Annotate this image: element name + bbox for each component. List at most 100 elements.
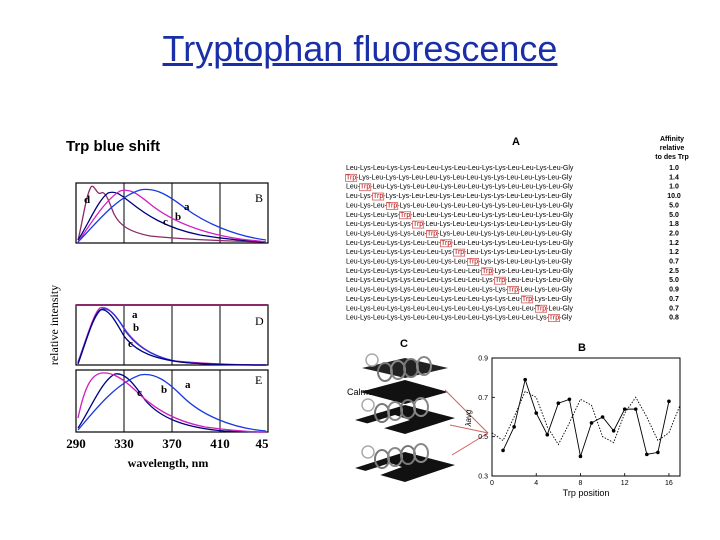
trp-highlight [507, 286, 520, 294]
chart-point [545, 432, 550, 437]
table-a-header-1: Affinity [660, 136, 684, 143]
table-a-affinity: 0.7 [669, 259, 679, 266]
curve-d-label-b: b [133, 322, 139, 334]
table-a-sequence: Leu-Lys-Leu-Lys-Lys-Leu-Leu-Lys-Leu-Leu-… [346, 315, 572, 322]
curve-d-label-a: a [132, 309, 138, 321]
chart-point [501, 448, 505, 453]
peptide-table-a: A Affinity relative to des Trp Leu-Lys-L… [345, 136, 689, 323]
calmodulin-cartoon-3 [355, 443, 455, 482]
chart-point [622, 407, 627, 411]
table-a-affinity: 1.8 [669, 221, 679, 228]
table-a-sequence: Leu-Lys-Trp-Lys-Lys-Leu-Leu-Lys-Leu-Leu-… [346, 193, 572, 200]
curve-e-a [77, 373, 267, 432]
chart-ytick-label: 0.9 [478, 356, 488, 363]
chart-point [589, 421, 594, 425]
table-a-sequence: Leu-Lys-Leu-Lys-Lys-Leu-Leu-Lys-Leu-Leu-… [346, 277, 574, 284]
table-a-sequence: Leu-Lys-Leu-Lys-Lys-Leu-Leu-Lys-Leu-Leu-… [346, 165, 574, 172]
chart-point [656, 450, 660, 455]
table-a-header-2: relative [660, 145, 685, 152]
table-a-affinity: 0.7 [669, 305, 679, 312]
table-a-affinity: 1.2 [669, 240, 679, 247]
chart-ylabel: λavg [464, 409, 473, 427]
table-a-affinity: 5.0 [669, 277, 679, 284]
chart-axes: 0 4 8 12 16 0.3 0.5 0.7 0.9 [478, 356, 673, 488]
chart-point [667, 399, 671, 404]
slide-subtitle: Trp blue shift [66, 138, 161, 155]
chart-frame [491, 357, 681, 477]
trp-position-chart: B λavg Trp position 0 4 8 12 16 0.3 0.5 0.7 0.9 [464, 342, 681, 498]
trp-highlight [535, 304, 548, 313]
trp-highlight [494, 276, 507, 285]
curve-b [77, 189, 267, 243]
table-a-affinity: 1.4 [669, 174, 679, 181]
chart-xlabel: Trp position [563, 488, 610, 498]
chart-xtick-label: 0 [490, 480, 494, 487]
chart-ytick-label: 0.5 [478, 434, 488, 441]
curve-c [77, 191, 267, 243]
trp-highlight [386, 201, 399, 210]
trp-highlight [481, 267, 494, 276]
spectra-xtick-290: 290 [66, 436, 86, 451]
table-a-sequence: Leu-Lys-Leu-Lys-Lys-Leu-Leu-Lys-Leu-Leu-… [346, 287, 572, 294]
panel-c-connectors [444, 389, 489, 456]
trp-highlight [412, 220, 425, 229]
table-a-affinity: 1.0 [669, 165, 679, 172]
table-a-panel-label: A [512, 136, 520, 148]
table-a-affinity: 2.5 [669, 268, 679, 275]
table-a-sequence: Leu-Lys-Leu-Trp-Lys-Leu-Leu-Lys-Leu-Leu-… [346, 202, 574, 209]
table-a-affinity: 0.8 [669, 315, 679, 322]
table-a-sequence: Leu-Lys-Leu-Lys-Lys-Leu-Leu-Trp-Leu-Leu-… [346, 240, 574, 247]
calmodulin-panel-c: C Calmodulin [347, 338, 455, 482]
table-a-affinity: 0.7 [669, 296, 679, 303]
trp-highlight [440, 239, 453, 248]
table-a-sequence: Leu-Lys-Leu-Lys-Lys-Leu-Leu-Lys-Leu-Leu-… [346, 268, 574, 275]
spectra-xtick-370: 370 [162, 436, 182, 451]
table-a-sequence: Leu-Lys-Leu-Lys-Trp-Leu-Leu-Lys-Leu-Leu-… [346, 212, 574, 219]
trp-highlight [345, 173, 358, 182]
table-a-sequence: Leu-Lys-Leu-Lys-Lys-Trp-Leu-Lys-Leu-Leu-… [346, 221, 572, 228]
chart-point [611, 428, 616, 433]
spectra-panel-e: E c b a [75, 369, 269, 433]
chart-series-solid [502, 377, 670, 459]
panel-e-label: E [255, 373, 262, 387]
table-a-sequence: Leu-Lys-Leu-Lys-Lys-Leu-Trp-Lys-Leu-Leu-… [346, 230, 572, 237]
spectra-xlabel: wavelength, nm [128, 456, 209, 470]
table-a-sequence: Leu-Lys-Leu-Lys-Lys-Leu-Leu-Lys-Leu-Leu-… [346, 296, 572, 303]
chart-xtick-label: 4 [534, 480, 538, 487]
trp-highlight [467, 258, 480, 266]
spectra-panel-b: B d a b c [75, 182, 269, 244]
chart-ytick-label: 0.3 [478, 474, 488, 481]
trp-highlight [453, 248, 466, 257]
panel-c-label: C [400, 338, 408, 350]
curve-d-label-c: c [128, 338, 133, 350]
chart-point [633, 407, 638, 411]
table-a-affinity: 10.0 [667, 193, 681, 200]
spectra-xtick-330: 330 [114, 436, 134, 451]
chart-series-dotted [491, 390, 681, 446]
curve-label-a: a [184, 201, 190, 213]
chart-panel-label: B [578, 342, 586, 354]
panel-b-label: B [255, 191, 263, 205]
chart-series [491, 377, 681, 459]
spectra-xtick-45: 45 [256, 436, 270, 451]
chart-xtick-label: 16 [665, 480, 673, 487]
table-a-header-3: to des Trp [655, 154, 688, 161]
chart-point [567, 397, 572, 402]
table-a-affinity: 5.0 [669, 202, 679, 209]
table-a-sequence: Trp-Lys-Leu-Lys-Lys-Leu-Leu-Lys-Leu-Leu-… [346, 174, 572, 181]
curve-e-label-b: b [161, 384, 167, 396]
chart-point [523, 377, 527, 382]
spectra-ylabel: relative intensity [47, 285, 61, 365]
table-a-sequence: Leu-Lys-Leu-Lys-Lys-Leu-Leu-Lys-Leu-Leu-… [346, 305, 574, 312]
chart-xtick-label: 12 [621, 480, 629, 487]
table-a-affinity: 1.0 [669, 184, 679, 191]
chart-point [534, 411, 539, 415]
curve-e-label-c: c [137, 387, 142, 399]
table-a-rows: Leu-Lys-Leu-Lys-Lys-Leu-Leu-Lys-Leu-Leu-… [345, 165, 681, 323]
calmodulin-cartoon-1 [360, 353, 448, 404]
trp-highlight [399, 211, 412, 220]
table-a-sequence: Leu-Lys-Leu-Lys-Lys-Leu-Leu-Lys-Leu-Trp-… [346, 259, 572, 266]
trp-highlight [359, 183, 372, 192]
chart-point [600, 415, 605, 419]
panel-d-label: D [255, 314, 264, 328]
